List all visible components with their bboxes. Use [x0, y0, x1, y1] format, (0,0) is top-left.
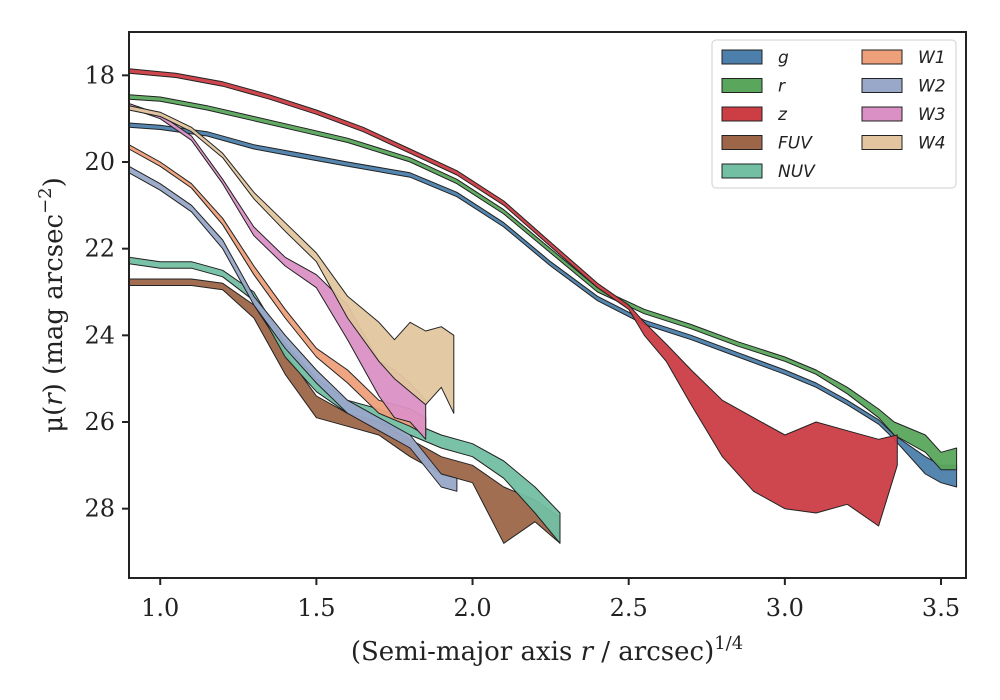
x-tick-label: 2.0	[453, 594, 491, 622]
axis-ticks: 1.0 1.5 2.0 2.5 3.0 3.5 18 20 22 24 26 28	[84, 61, 960, 622]
legend-swatch-z	[721, 106, 763, 122]
series-band-r	[128, 94, 958, 471]
y-tick-label: 28	[84, 495, 115, 523]
plot-frame	[128, 31, 967, 579]
legend: grz FUV NUV W1 W2 W3 W4	[711, 39, 957, 189]
y-tick-label: 26	[84, 408, 115, 436]
legend-swatch-w2	[861, 78, 903, 93]
legend-swatch-w3	[861, 106, 903, 122]
y-tick-label: 18	[84, 61, 115, 89]
legend-swatch-r	[721, 78, 763, 93]
series-band-w2	[128, 165, 458, 492]
legend-label-w1: W1	[918, 48, 946, 68]
legend-label-w2: W2	[918, 77, 946, 97]
y-tick-label: 22	[84, 235, 115, 263]
series-band-w4	[128, 105, 455, 414]
series-band-w3	[128, 103, 427, 440]
x-tick-label: 2.5	[610, 594, 648, 622]
legend-label-g: g	[778, 48, 789, 68]
legend-label-r: r	[778, 77, 786, 97]
x-axis-label: (Semi-major axis r / arcsec)1/4	[351, 633, 743, 667]
y-tick-label: 24	[84, 321, 115, 349]
plot-bands	[128, 68, 958, 544]
legend-swatch-w1	[861, 49, 903, 65]
legend-label-w4: W4	[918, 134, 946, 154]
series-band-g	[128, 122, 958, 488]
x-tick-label: 1.0	[141, 594, 179, 622]
legend-swatch-fuv	[721, 135, 763, 150]
y-tick-label: 20	[84, 148, 115, 176]
legend-swatch-g	[721, 49, 763, 65]
series-band-z	[128, 68, 898, 527]
y-axis-label: μ(r) (mag arcsec−2)	[35, 177, 69, 433]
legend-swatch-w4	[861, 135, 903, 150]
legend-label-w3: W3	[918, 105, 946, 125]
legend-box	[711, 39, 957, 189]
legend-label-nuv: NUV	[778, 162, 816, 182]
legend-label-z: z	[777, 105, 788, 125]
legend-swatch-nuv	[721, 163, 763, 179]
x-tick-label: 1.5	[297, 594, 335, 622]
legend-label-fuv: FUV	[778, 134, 813, 154]
x-tick-label: 3.0	[766, 594, 804, 622]
x-tick-label: 3.5	[922, 594, 960, 622]
